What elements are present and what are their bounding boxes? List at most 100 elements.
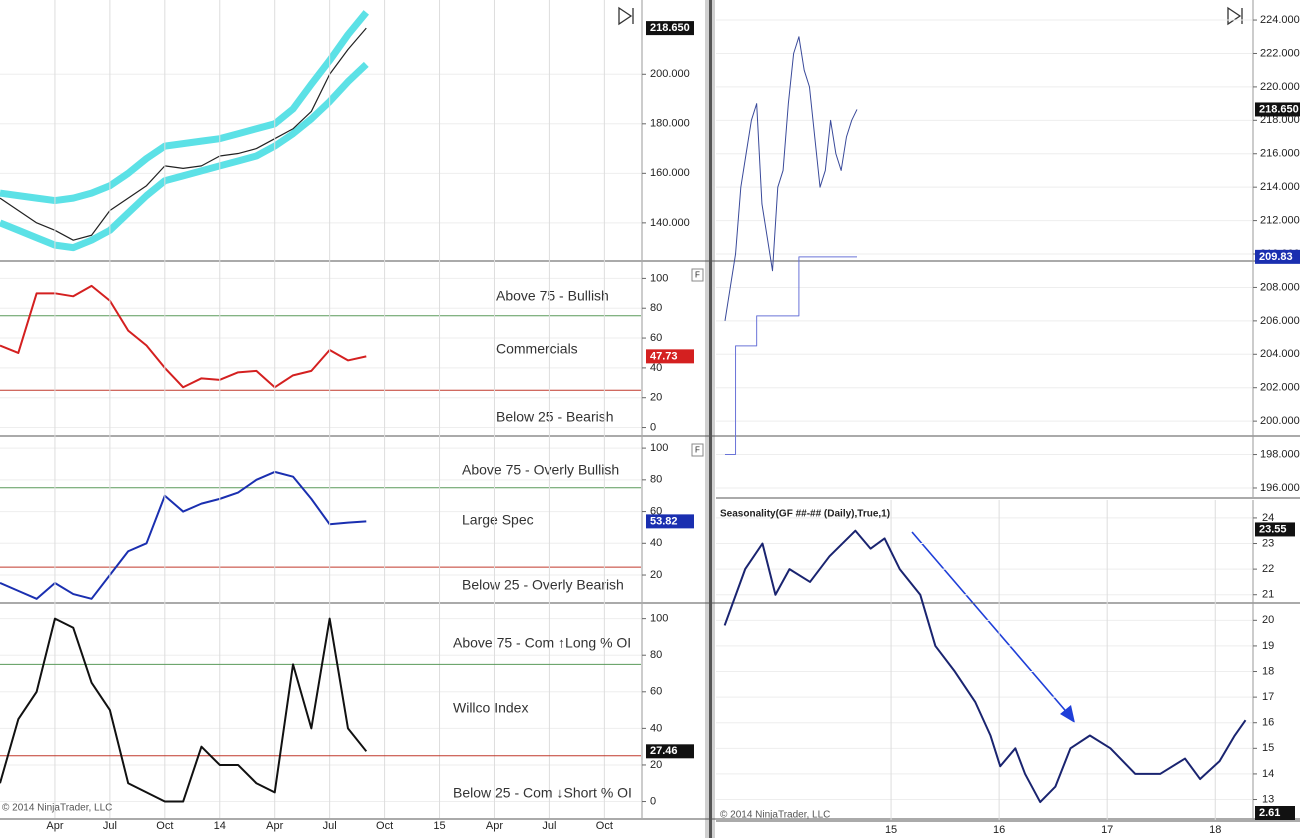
y-tick-label: 198.000 <box>1260 448 1300 460</box>
y-tick-label: 200.000 <box>650 68 690 80</box>
annotation: Commercials <box>496 341 578 357</box>
y-tick-label: 100 <box>650 272 668 284</box>
price-tag-label: 218.650 <box>1259 103 1299 115</box>
series-line <box>0 470 367 600</box>
y-tick-label: 100 <box>650 613 668 625</box>
y-tick-label: 22 <box>1262 563 1274 575</box>
y-tick-label: 80 <box>650 649 662 661</box>
y-tick-label: 40 <box>650 362 662 374</box>
annotation: Above 75 - Com ↑Long % OI <box>453 635 631 651</box>
y-tick-label: 21 <box>1262 589 1274 601</box>
x-tick-label: 14 <box>214 820 226 832</box>
y-tick-label: 20 <box>650 569 662 581</box>
annotation: Large Spec <box>462 512 534 528</box>
y-tick-label: 13 <box>1262 793 1274 805</box>
price-tag-label: 23.55 <box>1259 523 1287 535</box>
price-tag-label: 209.83 <box>1259 251 1293 263</box>
y-tick-label: 0 <box>650 421 656 433</box>
x-tick-label: Apr <box>266 820 283 832</box>
x-tick-label: Jul <box>323 820 337 832</box>
svg-text:F: F <box>695 446 700 455</box>
x-tick-label: 15 <box>885 824 897 836</box>
price-tag-label: 53.82 <box>650 515 678 527</box>
price-tag-label: 47.73 <box>650 350 678 362</box>
y-tick-label: 80 <box>650 302 662 314</box>
y-tick-label: 100 <box>650 442 668 454</box>
y-tick-label: 208.000 <box>1260 281 1300 293</box>
x-tick-label: 18 <box>1209 824 1221 836</box>
x-tick-label: Oct <box>156 820 173 832</box>
y-tick-label: 224.000 <box>1260 14 1300 26</box>
trend-arrow <box>911 531 1071 717</box>
y-tick-label: 17 <box>1262 691 1274 703</box>
copyright: © 2014 NinjaTrader, LLC <box>720 810 830 821</box>
svg-text:F: F <box>695 271 700 280</box>
y-tick-label: 212.000 <box>1260 214 1300 226</box>
divider-line <box>709 0 712 838</box>
y-tick-label: 206.000 <box>1260 315 1300 327</box>
x-tick-label: 16 <box>993 824 1005 836</box>
series-line <box>724 256 857 456</box>
y-tick-label: 60 <box>650 686 662 698</box>
y-tick-label: 160.000 <box>650 167 690 179</box>
price-tag <box>1255 249 1300 264</box>
price-tag-label: 27.46 <box>650 745 678 757</box>
price-tag <box>646 514 694 529</box>
indicator-button[interactable]: F F <box>691 268 704 457</box>
y-tick-label: 140.000 <box>650 217 690 229</box>
price-tag <box>646 744 694 759</box>
y-tick-label: 16 <box>1262 717 1274 729</box>
chart-title: Seasonality(GF ##-## (Daily),True,1) <box>720 509 890 520</box>
series-line <box>0 61 369 252</box>
series-line <box>0 617 368 803</box>
y-tick-label: 60 <box>650 332 662 344</box>
x-tick-label: 17 <box>1101 824 1113 836</box>
series-line <box>0 27 367 241</box>
x-tick-label: Jul <box>542 820 556 832</box>
y-tick-label: 15 <box>1262 742 1274 754</box>
y-tick-label: 214.000 <box>1260 181 1300 193</box>
y-tick-label: 24 <box>1262 512 1274 524</box>
y-tick-label: 216.000 <box>1260 148 1300 160</box>
y-tick-label: 19 <box>1262 640 1274 652</box>
y-tick-label: 23 <box>1262 537 1274 549</box>
price-tag <box>646 21 694 36</box>
y-tick-label: 80 <box>650 474 662 486</box>
y-tick-label: 0 <box>650 795 656 807</box>
y-tick-label: 220.000 <box>1260 81 1300 93</box>
series-line <box>723 529 1247 804</box>
y-tick-label: 202.000 <box>1260 382 1300 394</box>
series-line <box>0 284 367 389</box>
x-tick-label: Apr <box>486 820 503 832</box>
annotation: Above 75 - Bullish <box>496 288 609 304</box>
x-tick-label: Apr <box>46 820 63 832</box>
y-tick-label: 20 <box>1262 614 1274 626</box>
y-tick-label: 40 <box>650 537 662 549</box>
price-tag <box>646 349 694 364</box>
y-tick-label: 200.000 <box>1260 415 1300 427</box>
price-tag-label: 2.61 <box>1259 807 1280 819</box>
price-tag <box>1255 102 1300 117</box>
y-tick-label: 20 <box>650 759 662 771</box>
arrow-head <box>1060 705 1075 723</box>
annotation: Below 25 - Bearish <box>496 409 614 425</box>
price-tag <box>1255 522 1295 537</box>
y-tick-label: 222.000 <box>1260 47 1300 59</box>
y-tick-label: 14 <box>1262 768 1274 780</box>
y-tick-label: 20 <box>650 392 662 404</box>
y-tick-label: 180.000 <box>650 118 690 130</box>
price-tag-label: 218.650 <box>650 22 690 34</box>
series-line <box>0 10 369 205</box>
x-tick-label: Jul <box>103 820 117 832</box>
price-tag <box>1255 806 1295 820</box>
y-tick-label: 218.000 <box>1260 114 1300 126</box>
x-tick-label: Oct <box>376 820 393 832</box>
y-tick-label: 18 <box>1262 665 1274 677</box>
copyright: © 2014 NinjaTrader, LLC <box>2 803 112 814</box>
y-tick-label: 204.000 <box>1260 348 1300 360</box>
x-tick-label: 15 <box>433 820 445 832</box>
annotation: Willco Index <box>453 700 528 716</box>
annotation: Below 25 - Overly Bearish <box>462 577 624 593</box>
y-tick-label: 40 <box>650 722 662 734</box>
